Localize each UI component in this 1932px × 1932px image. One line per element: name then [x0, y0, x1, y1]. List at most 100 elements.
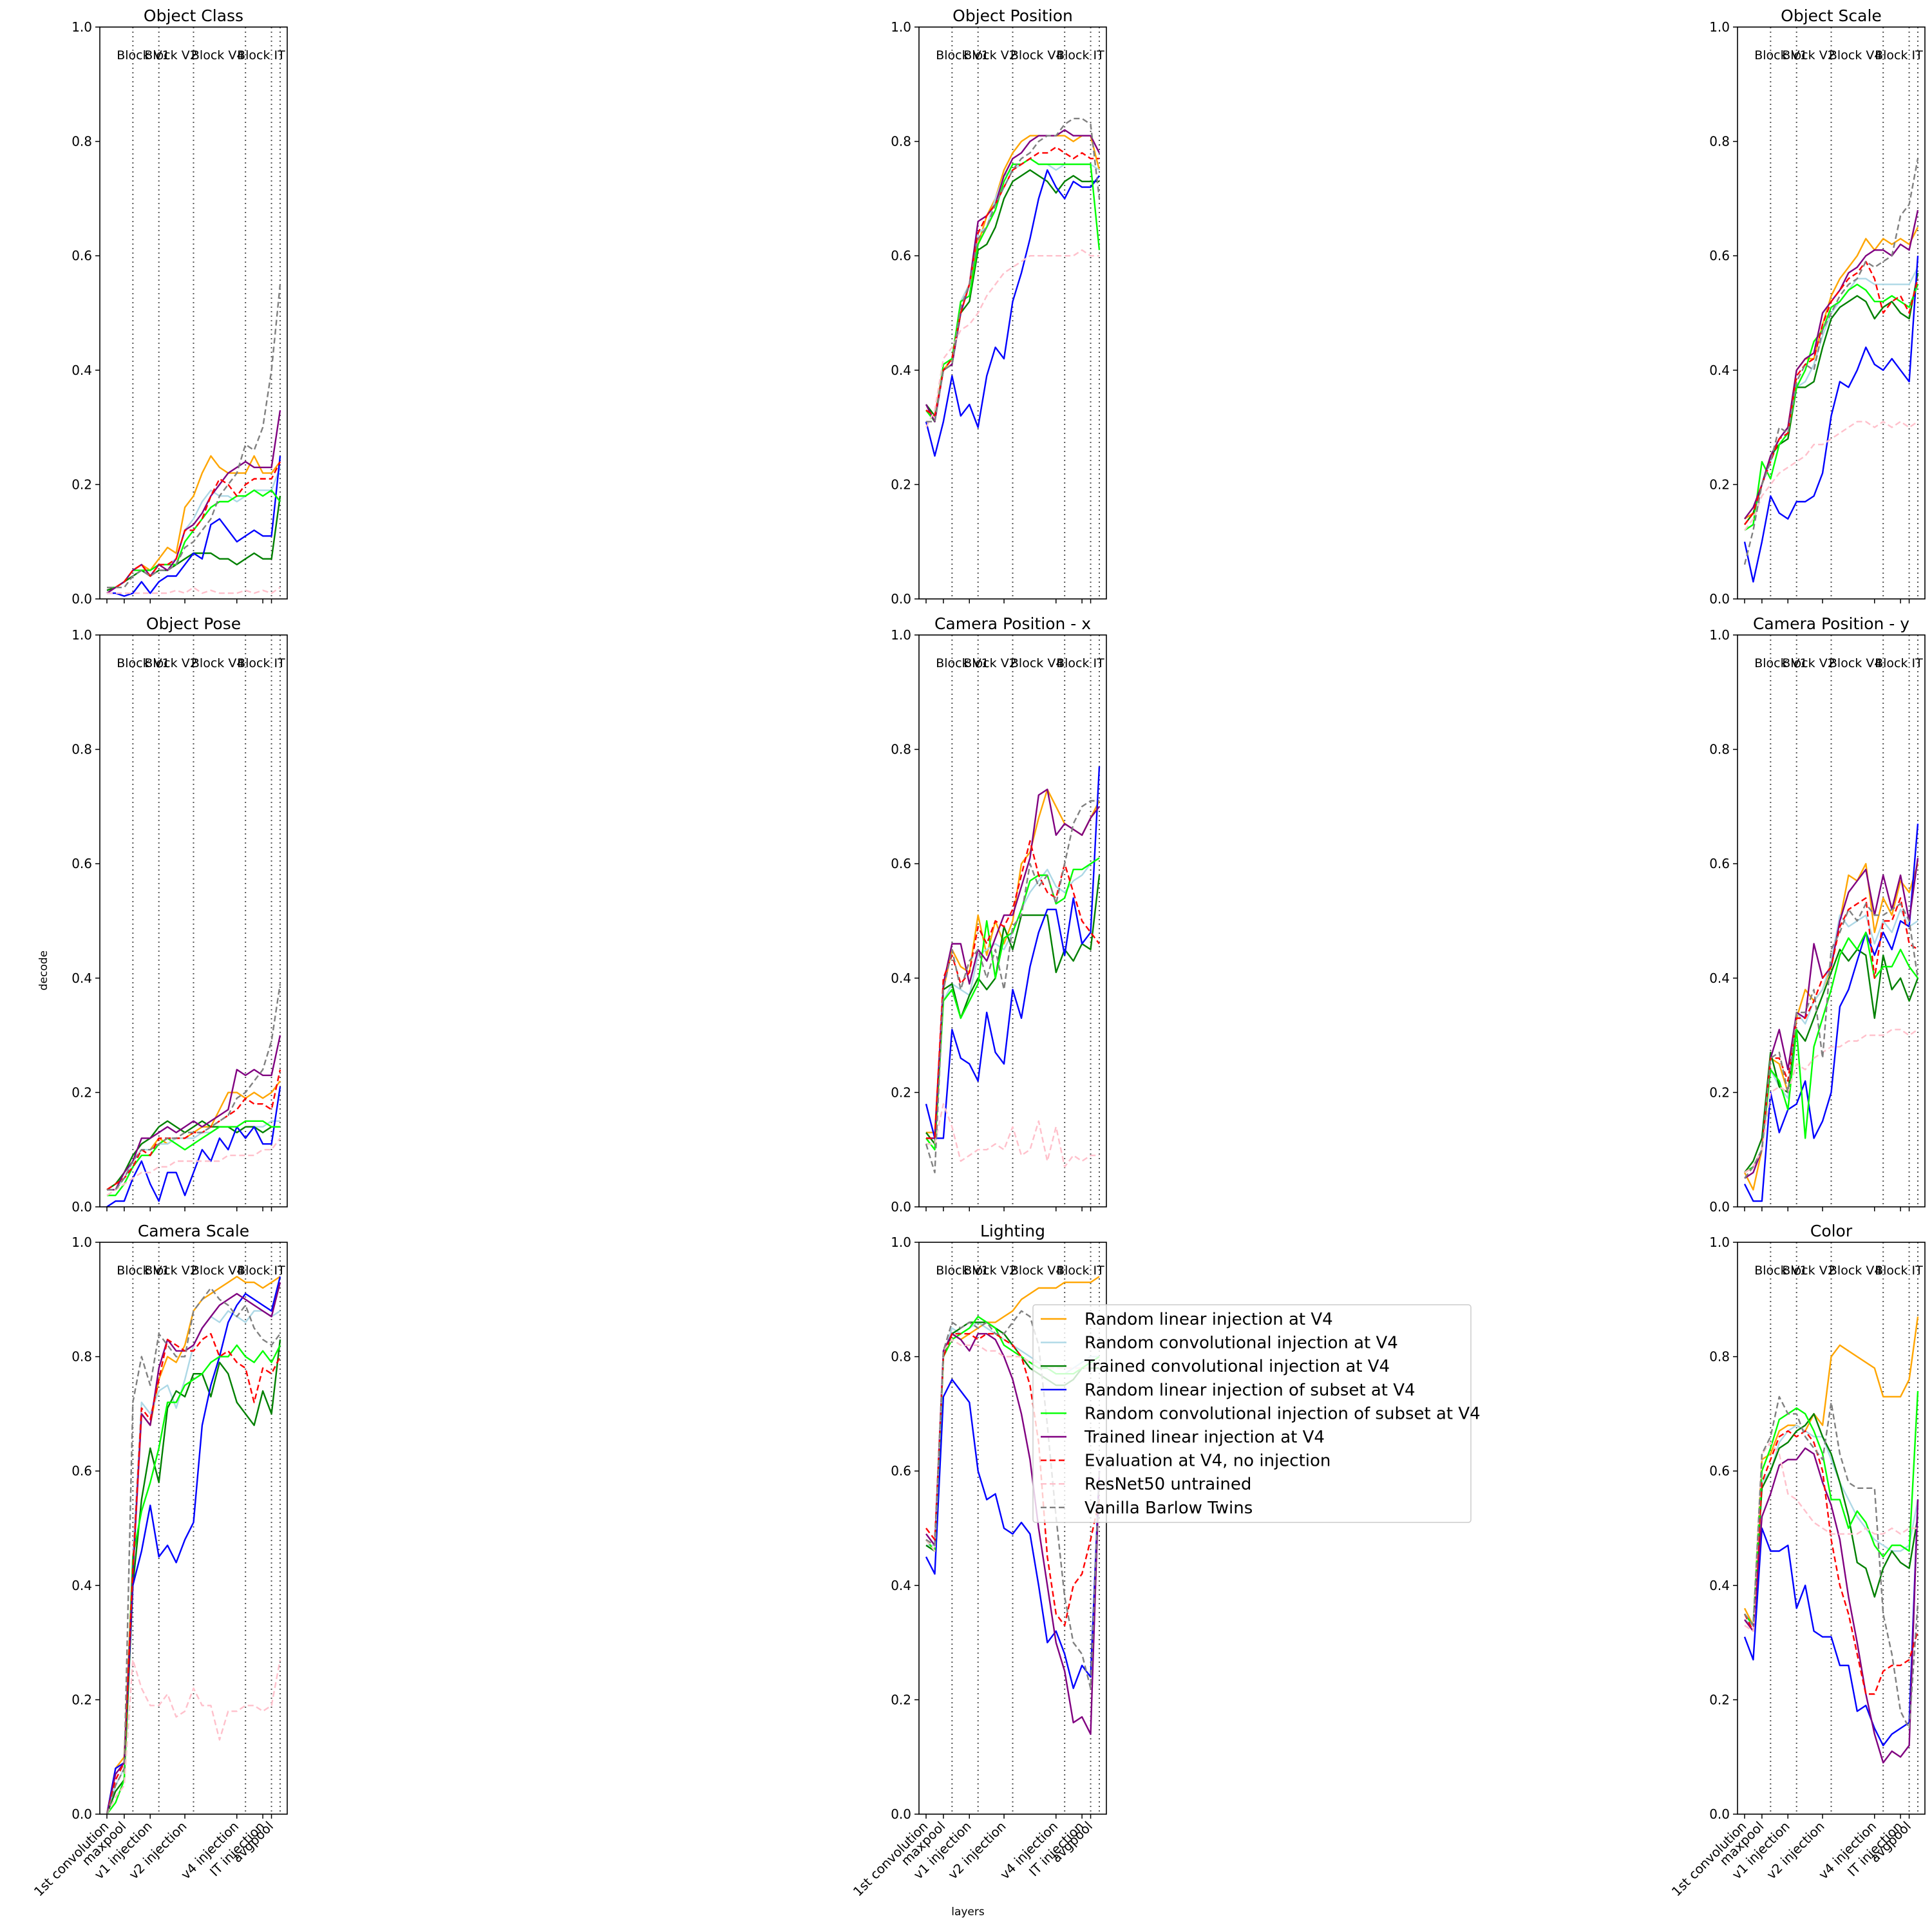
series-line-random-convolutional-injection-of-subset-at-v4 [1744, 1390, 1919, 1627]
legend-item: Random linear injection of subset at V4 [1041, 1381, 1416, 1400]
y-tick-label: 1.0 [1709, 1235, 1730, 1250]
series-line-random-linear-injection-of-subset-at-v4 [106, 1276, 281, 1815]
legend-label: Random linear injection of subset at V4 [1084, 1381, 1416, 1400]
series-line-resnet50-untrained [1744, 1028, 1918, 1173]
y-tick-label: 0.6 [1709, 856, 1730, 871]
y-tick-label: 0.0 [71, 591, 92, 607]
series-line-trained-linear-injection-at-v4 [926, 788, 1100, 1139]
block-label-block-it: Block IT [237, 1264, 285, 1278]
series-line-trained-linear-injection-at-v4 [925, 1332, 1101, 1735]
series-line-random-linear-injection-of-subset-at-v4 [925, 169, 1100, 457]
legend-label: Random convolutional injection of subset… [1084, 1404, 1481, 1423]
series-line-random-convolutional-injection-at-v4 [925, 157, 1100, 422]
legend: Random linear injection at V4 Random conv… [1032, 1304, 1481, 1523]
series-line-random-linear-injection-of-subset-at-v4 [925, 766, 1101, 1139]
series-line-vanilla-barlow-twins [925, 1310, 1101, 1689]
series-line-trained-convolutional-injection-at-v4 [1744, 1413, 1919, 1627]
block-label-block-v2: Block V2 [144, 48, 198, 62]
y-tick-label: 0.2 [1709, 477, 1730, 492]
y-tick-label: 0.6 [1709, 1463, 1730, 1479]
axes-frame [918, 1242, 1107, 1815]
y-tick-label: 0.8 [891, 134, 911, 149]
series-line-vanilla-barlow-twins [107, 983, 281, 1191]
series-line-random-convolutional-injection-at-v4 [1744, 908, 1918, 1173]
y-tick-label: 1.0 [891, 19, 911, 35]
series-line-random-linear-injection-of-subset-at-v4 [106, 1086, 281, 1208]
block-label-block-v2: Block V2 [1782, 48, 1835, 62]
y-tick-label: 0.6 [891, 1463, 911, 1479]
y-tick-label: 0.4 [71, 363, 92, 378]
series-line-random-linear-injection-of-subset-at-v4 [925, 1378, 1101, 1689]
y-tick-label: 0.2 [891, 477, 911, 492]
block-label-block-it: Block IT [1875, 1264, 1923, 1278]
block-label-block-v1: Block V1 [117, 1264, 170, 1278]
block-label-block-v1: Block V1 [1754, 48, 1808, 62]
series-line-random-convolutional-injection-of-subset-at-v4 [107, 1120, 280, 1197]
block-label-block-v4: Block V4 [1010, 656, 1064, 670]
subplot-title: Color [1810, 1222, 1853, 1240]
series-line-trained-linear-injection-at-v4 [106, 1282, 281, 1815]
y-tick-label: 0.6 [891, 248, 911, 263]
block-label-block-v4: Block V4 [191, 656, 245, 670]
block-label-block-v4: Block V4 [1829, 48, 1882, 62]
axes-frame [99, 26, 288, 600]
block-label-block-v4: Block V4 [1829, 1264, 1882, 1278]
y-tick-label: 0.8 [891, 1349, 911, 1365]
block-label-block-it: Block IT [237, 48, 285, 62]
y-tick-label: 0.8 [71, 134, 92, 149]
series-line-resnet50-untrained [1744, 421, 1918, 531]
subplot-title: Camera Scale [138, 1222, 249, 1240]
y-tick-label: 0.0 [1709, 591, 1730, 607]
axes-frame [918, 26, 1107, 600]
series-line-evaluation-at-v4-no-injection [925, 1332, 1101, 1627]
block-label-block-v2: Block V2 [1782, 1264, 1835, 1278]
legend-item: Trained linear injection at V4 [1041, 1428, 1325, 1447]
series-line-evaluation-at-v4-no-injection [926, 840, 1100, 1139]
block-label-block-it: Block IT [1056, 48, 1104, 62]
block-label-block-v2: Block V2 [963, 1264, 1017, 1278]
block-label-block-v1: Block V1 [1754, 1264, 1808, 1278]
legend-item: Random linear injection at V4 [1041, 1310, 1333, 1329]
series-line-evaluation-at-v4-no-injection [1744, 897, 1918, 1173]
block-label-block-v1: Block V1 [936, 656, 989, 670]
y-tick-label: 0.8 [71, 1349, 92, 1365]
y-tick-label: 0.4 [891, 971, 911, 986]
y-tick-label: 0.6 [71, 248, 92, 263]
series-line-vanilla-barlow-twins [926, 117, 1101, 422]
subplot-title: Object Pose [146, 614, 241, 633]
y-tick-label: 0.2 [891, 1084, 911, 1100]
subplot-title: Object Scale [1781, 6, 1882, 25]
y-axis-label: decode [37, 951, 50, 990]
series-line-trained-convolutional-injection-at-v4 [1744, 949, 1919, 1173]
y-tick-label: 0.2 [71, 477, 92, 492]
y-tick-label: 0.8 [1709, 134, 1730, 149]
axes-frame [1737, 1242, 1926, 1815]
subplot-title: Lighting [980, 1222, 1045, 1240]
block-label-block-v1: Block V1 [1754, 656, 1808, 670]
series-line-vanilla-barlow-twins [1744, 1396, 1919, 1730]
block-label-block-v1: Block V1 [117, 48, 170, 62]
series-line-trained-linear-injection-at-v4 [107, 1035, 281, 1191]
y-tick-label: 0.6 [1709, 248, 1730, 263]
y-tick-label: 1.0 [71, 627, 92, 643]
series-line-resnet50-untrained [926, 1103, 1099, 1168]
series-line-random-convolutional-injection-of-subset-at-v4 [925, 857, 1100, 1151]
y-tick-label: 0.8 [71, 742, 92, 757]
legend-item: Evaluation at V4, no injection [1041, 1452, 1331, 1471]
series-line-resnet50-untrained [106, 1137, 281, 1197]
y-tick-label: 0.6 [71, 856, 92, 871]
y-tick-label: 0.4 [1709, 971, 1730, 986]
block-label-block-v1: Block V1 [936, 48, 989, 62]
legend-label: Trained linear injection at V4 [1084, 1428, 1325, 1447]
series-line-vanilla-barlow-twins [1744, 903, 1919, 1179]
y-tick-label: 1.0 [71, 1235, 92, 1250]
block-label-block-v2: Block V2 [963, 656, 1017, 670]
